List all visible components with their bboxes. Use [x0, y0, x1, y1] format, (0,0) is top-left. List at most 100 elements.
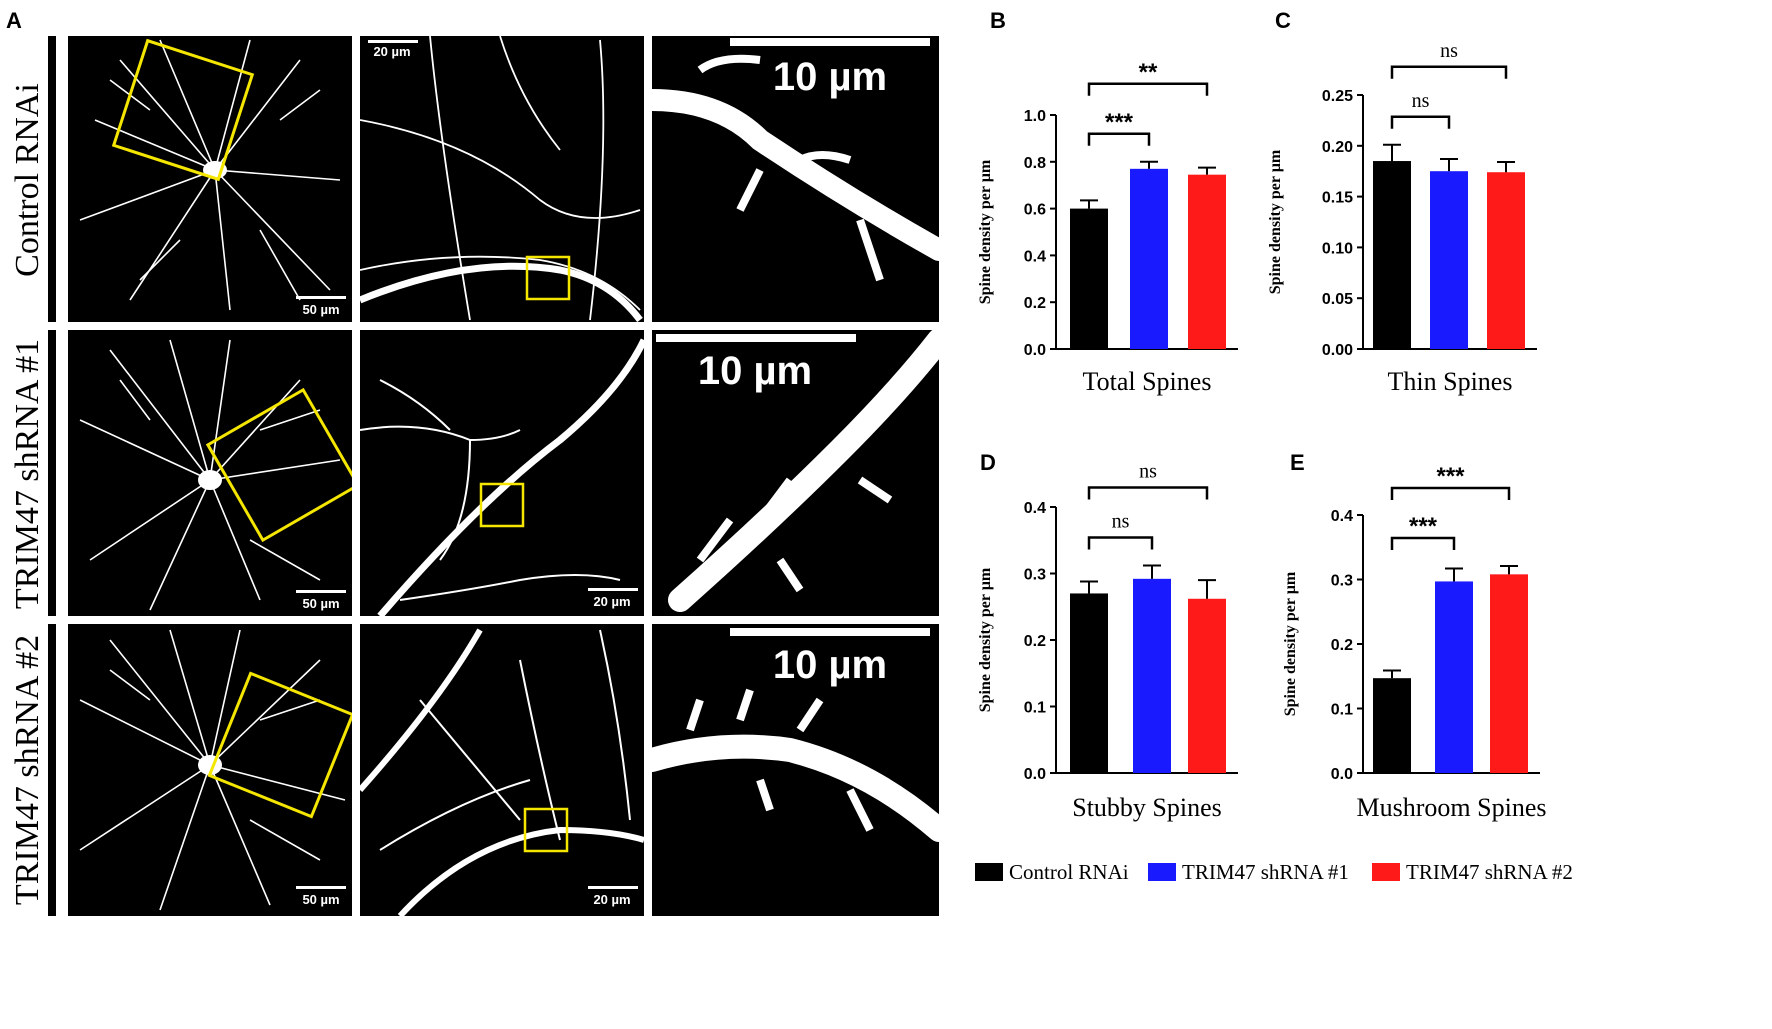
image-shrna1-medium: 20 µm	[360, 330, 644, 616]
x-axis-label: Stubby Spines	[1072, 793, 1222, 822]
significance-bracket	[1390, 486, 1511, 500]
chart-e: E 0.0 0.1 0.2 0.3 0.4 Spine density per µm Mush…	[1282, 450, 1546, 822]
bar-charts: B 0.0 0.2 0.4 0.6 0.8 1.0 Spine density per µm T…	[977, 8, 1546, 822]
image-shrna1-zoom: 10 µm	[652, 330, 939, 616]
bar	[1487, 172, 1525, 349]
x-axis-label: Thin Spines	[1388, 367, 1513, 396]
scalebar-label: 50 µm	[302, 596, 339, 611]
bar	[1070, 208, 1108, 349]
legend-label: TRIM47 shRNA #2	[1406, 860, 1573, 884]
bar	[1133, 578, 1171, 773]
y-tick-label: 0.3	[1024, 567, 1046, 584]
bar	[1373, 678, 1411, 773]
roi-box	[479, 482, 525, 528]
legend-label: Control RNAi	[1009, 860, 1129, 884]
row-label-shrna2: TRIM47 shRNA #2	[9, 635, 46, 905]
significance-bracket	[1390, 536, 1456, 550]
legend-label: TRIM47 shRNA #1	[1182, 860, 1349, 884]
bar	[1188, 174, 1226, 349]
scalebar-label: 20 µm	[593, 892, 630, 907]
y-tick-label: 0.1	[1024, 700, 1046, 717]
y-tick-label: 0.25	[1322, 88, 1353, 105]
image-control-medium: 20 µm	[360, 36, 644, 322]
scalebar-label: 10 µm	[698, 349, 812, 393]
image-control-overview: 50 µm	[68, 36, 352, 322]
y-tick-label: 0.0	[1331, 766, 1353, 783]
significance-bracket	[1087, 82, 1209, 96]
scalebar-label: 20 µm	[373, 44, 410, 59]
significance-label: ***	[1436, 463, 1465, 490]
scalebar-label: 20 µm	[593, 594, 630, 609]
significance-bracket	[1087, 486, 1209, 500]
image-control-zoom: 10 µm	[652, 36, 939, 322]
y-axis-label: Spine density per µm	[977, 159, 994, 304]
y-tick-label: 1.0	[1024, 108, 1046, 125]
y-tick-label: 0.1	[1331, 702, 1353, 719]
significance-bracket	[1390, 115, 1451, 129]
row-bar-1	[48, 36, 56, 322]
y-tick-label: 0.05	[1322, 291, 1353, 308]
bar	[1188, 598, 1226, 773]
legend: Control RNAi TRIM47 shRNA #1 TRIM47 shRNA …	[975, 860, 1573, 884]
row-label-shrna1: TRIM47 shRNA #1	[9, 339, 46, 609]
y-axis-label: Spine density per µm	[1282, 571, 1299, 716]
significance-bracket	[1087, 536, 1154, 550]
y-tick-label: 0.2	[1024, 295, 1046, 312]
legend-swatch	[975, 863, 1003, 881]
x-axis-label: Mushroom Spines	[1357, 793, 1547, 822]
significance-label: ns	[1112, 511, 1130, 533]
panel-a-letter: A	[6, 8, 22, 33]
roi-box	[523, 807, 569, 853]
y-tick-label: 0.4	[1024, 248, 1046, 265]
row-labels: Control RNAi TRIM47 shRNA #1 TRIM47 shRN…	[9, 36, 56, 916]
y-tick-label: 0.8	[1024, 155, 1046, 172]
bar	[1490, 574, 1528, 773]
bar	[1070, 593, 1108, 773]
y-tick-label: 0.0	[1024, 342, 1046, 359]
y-tick-label: 0.20	[1322, 139, 1353, 156]
panel-letter: E	[1290, 450, 1305, 475]
significance-label: ns	[1440, 40, 1458, 62]
y-tick-label: 0.3	[1331, 573, 1353, 590]
y-tick-label: 0.15	[1322, 190, 1353, 207]
roi-box	[205, 387, 352, 543]
y-tick-label: 0.4	[1024, 500, 1046, 517]
y-tick-label: 0.00	[1322, 342, 1353, 359]
significance-label: ns	[1139, 461, 1157, 483]
y-tick-label: 0.0	[1024, 766, 1046, 783]
image-shrna2-zoom: 10 µm	[652, 624, 939, 916]
significance-label: ns	[1412, 90, 1430, 112]
chart-d: D 0.0 0.1 0.2 0.3 0.4 Spine density per µm Stub…	[977, 450, 1238, 822]
significance-bracket	[1087, 132, 1151, 146]
significance-label: **	[1139, 59, 1158, 86]
significance-label: ***	[1105, 109, 1134, 136]
scalebar-label: 10 µm	[773, 55, 887, 99]
scalebar-label: 50 µm	[302, 892, 339, 907]
significance-bracket	[1390, 65, 1508, 79]
scalebar-label: 10 µm	[773, 643, 887, 687]
image-shrna2-medium: 20 µm	[360, 624, 644, 916]
row-label-control: Control RNAi	[9, 83, 46, 277]
roi-box	[111, 38, 255, 182]
image-shrna2-overview: 50 µm	[68, 624, 352, 916]
significance-label: ***	[1409, 513, 1438, 540]
y-tick-label: 0.4	[1331, 508, 1353, 525]
y-tick-label: 0.2	[1331, 637, 1353, 654]
panel-letter: C	[1275, 8, 1291, 33]
y-tick-label: 0.2	[1024, 633, 1046, 650]
row-bar-3	[48, 624, 56, 916]
y-axis-label: Spine density per µm	[1267, 149, 1284, 294]
panel-letter: B	[990, 8, 1006, 33]
row-bar-2	[48, 330, 56, 616]
roi-box	[525, 255, 571, 301]
legend-swatch	[1372, 863, 1400, 881]
panel-letter: D	[980, 450, 996, 475]
chart-c: C 0.00 0.05 0.10 0.15 0.20 0.25 Spine density p…	[1267, 8, 1537, 396]
chart-b: B 0.0 0.2 0.4 0.6 0.8 1.0 Spine density per µm T…	[977, 8, 1238, 396]
y-tick-label: 0.6	[1024, 202, 1046, 219]
y-tick-label: 0.10	[1322, 240, 1353, 257]
bar	[1130, 168, 1168, 349]
x-axis-label: Total Spines	[1083, 367, 1212, 396]
bar	[1373, 161, 1411, 349]
